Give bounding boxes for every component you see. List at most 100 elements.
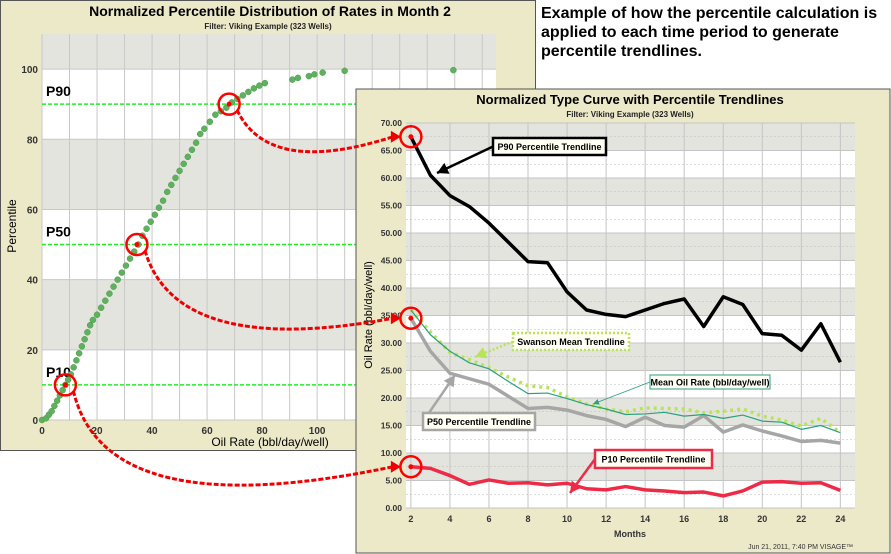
p90-callout-label: P90 Percentile Trendline — [497, 142, 601, 152]
swanson-series-line — [409, 308, 842, 435]
left-chart-title: Normalized Percentile Distribution of Ra… — [89, 3, 451, 19]
left-x-axis-label: Oil Rate (bbl/day/well) — [211, 435, 328, 449]
swanson-callout-label: Swanson Mean Trendline — [517, 337, 625, 347]
scatter-point — [196, 130, 204, 138]
caption-text: Example of how the percentile calculatio… — [541, 5, 878, 60]
swanson-callout-arrowhead — [475, 347, 488, 359]
scatter-point — [48, 407, 55, 415]
source-point-marker — [62, 382, 68, 388]
right-y-tick-label: 15.00 — [381, 421, 403, 431]
right-y-tick-label: 45.00 — [381, 256, 403, 266]
scatter-point — [239, 92, 247, 99]
scatter-point — [143, 225, 150, 233]
scatter-point — [294, 74, 302, 82]
scatter-point — [53, 397, 61, 404]
left-chart-subtitle: Filter: Viking Example (323 Wells) — [204, 22, 332, 31]
scatter-point — [289, 76, 296, 83]
annotation-overlay — [53, 92, 423, 487]
left-y-tick-label: 60 — [27, 205, 39, 216]
left-x-tick-label: 20 — [91, 426, 103, 437]
scatter-point — [151, 211, 159, 218]
target-point-marker — [408, 464, 414, 470]
target-highlight-circle — [399, 125, 423, 149]
right-y-tick-label: 65.00 — [381, 146, 403, 156]
scatter-point — [81, 336, 88, 343]
p10-callout-arrowhead — [570, 480, 582, 493]
percentile-label: P50 — [46, 224, 71, 240]
right-y-tick-label: 0.00 — [385, 503, 402, 513]
right-x-tick-label: 20 — [757, 514, 767, 524]
scatter-point — [201, 125, 208, 132]
right-x-tick-label: 4 — [447, 514, 452, 524]
scatter-point — [176, 167, 183, 175]
scatter-point — [305, 72, 313, 80]
p50-callout-box — [421, 411, 537, 432]
right-y-tick-label: 20.00 — [381, 393, 403, 403]
left-x-tick-label: 80 — [257, 426, 269, 437]
scatter-point — [159, 197, 167, 204]
right-y-tick-label: 40.00 — [381, 283, 403, 293]
scatter-point — [64, 376, 72, 383]
scatter-point — [51, 402, 58, 410]
target-point-marker — [408, 134, 414, 140]
scatter-point — [89, 316, 97, 324]
right-chart-title: Normalized Type Curve with Percentile Tr… — [476, 92, 784, 107]
connector-arrowhead — [390, 460, 401, 473]
scatter-point — [261, 79, 269, 87]
target-highlight-circle — [399, 455, 423, 479]
percentile-label: P10 — [46, 364, 71, 380]
scatter-point — [256, 82, 263, 89]
left-x-tick-label: 60 — [202, 426, 214, 437]
scatter-point — [188, 146, 196, 154]
mean-series-line — [410, 309, 841, 434]
p10-callout-label: P10 Percentile Trendline — [601, 455, 705, 465]
percentile-label: P90 — [46, 83, 71, 99]
left-y-tick-label: 20 — [27, 346, 39, 357]
connector-arrowhead — [390, 312, 401, 325]
left-y-axis-label: Percentile — [5, 199, 19, 253]
swanson-callout-leader — [474, 340, 514, 359]
scatter-point — [192, 139, 200, 147]
scatter-point — [97, 304, 105, 311]
left-grid-band — [42, 34, 496, 70]
scatter-point — [311, 71, 318, 78]
type-curve-chart: 0.005.0010.0015.0020.0025.0030.0035.0040… — [355, 88, 891, 554]
right-x-tick-label: 14 — [640, 514, 650, 524]
scatter-point — [206, 118, 214, 125]
right-y-axis-label: Oil Rate (bbl/day/well) — [363, 261, 375, 369]
connector-arrow — [71, 390, 394, 487]
p50-callout-arrowhead — [443, 375, 455, 388]
right-x-tick-label: 22 — [796, 514, 806, 524]
connector-arrow — [235, 109, 394, 154]
left-x-tick-label: 40 — [146, 426, 158, 437]
right-x-tick-label: 12 — [601, 514, 611, 524]
right-chart-subtitle: Filter: Viking Example (323 Wells) — [566, 110, 694, 119]
p90-callout-arrowhead — [437, 162, 450, 174]
scatter-point — [245, 88, 252, 96]
mean-callout-leader — [592, 381, 651, 405]
right-x-tick-label: 2 — [408, 514, 413, 524]
scatter-point — [78, 343, 86, 350]
right-y-tick-label: 10.00 — [381, 448, 403, 458]
scatter-point — [180, 160, 187, 168]
target-highlight-circle — [399, 306, 423, 330]
scatter-point — [73, 357, 80, 364]
scatter-point — [114, 276, 121, 283]
scatter-point — [250, 85, 258, 92]
p90-series-line — [409, 135, 842, 364]
right-x-tick-label: 18 — [718, 514, 728, 524]
left-y-tick-label: 100 — [21, 65, 38, 76]
scatter-point — [102, 297, 109, 304]
source-highlight-circle — [53, 373, 78, 397]
scatter-point — [147, 218, 154, 225]
right-y-tick-label: 5.00 — [385, 476, 402, 486]
right-y-tick-label: 25.00 — [381, 366, 403, 376]
scatter-point — [86, 322, 94, 329]
scatter-point — [75, 350, 83, 357]
scatter-point — [118, 269, 126, 276]
connector-arrow — [143, 250, 394, 331]
target-point-marker — [408, 315, 414, 321]
scatter-point — [172, 174, 179, 182]
connector-arrowhead — [390, 130, 401, 143]
